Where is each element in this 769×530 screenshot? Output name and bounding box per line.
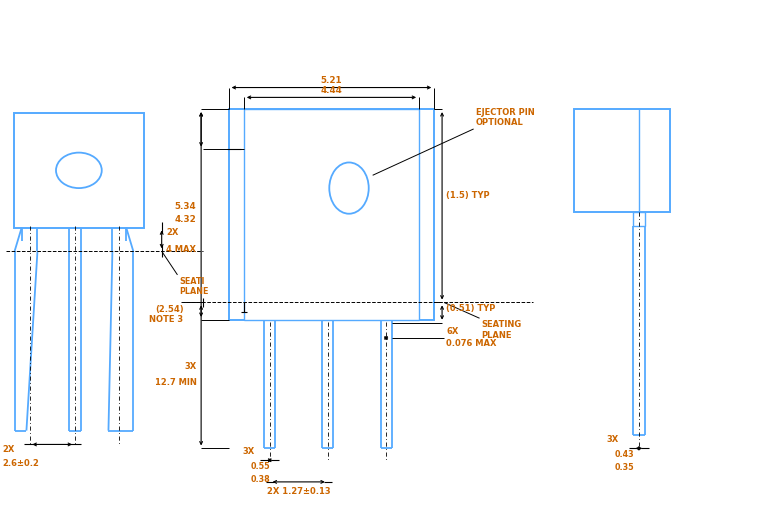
Text: 0.35: 0.35 bbox=[614, 463, 634, 472]
Text: 5.21: 5.21 bbox=[321, 76, 342, 85]
Text: 0.55: 0.55 bbox=[251, 462, 270, 471]
Text: 0.076 MAX: 0.076 MAX bbox=[446, 339, 497, 348]
Text: 2.6±0.2: 2.6±0.2 bbox=[2, 459, 39, 468]
Text: 3X: 3X bbox=[184, 363, 196, 372]
Text: 5.34: 5.34 bbox=[175, 201, 196, 210]
Text: 4.32: 4.32 bbox=[175, 215, 196, 224]
Text: SEATING
PLANE: SEATING PLANE bbox=[481, 320, 521, 340]
Text: 0.43: 0.43 bbox=[614, 450, 634, 460]
Text: 2X 1.27±0.13: 2X 1.27±0.13 bbox=[267, 487, 331, 496]
Text: 3X: 3X bbox=[607, 436, 619, 445]
Text: 12.7 MIN: 12.7 MIN bbox=[155, 378, 196, 387]
Text: 4.44: 4.44 bbox=[321, 86, 342, 95]
Text: 4 MAX: 4 MAX bbox=[166, 245, 196, 254]
Text: SEATI
PLANE: SEATI PLANE bbox=[179, 277, 209, 296]
Text: 2X: 2X bbox=[2, 445, 15, 454]
Bar bbox=[244, 109, 419, 320]
Text: 6X: 6X bbox=[446, 327, 458, 336]
Bar bbox=[14, 113, 144, 227]
Text: (0.51) TYP: (0.51) TYP bbox=[446, 304, 495, 313]
Text: 3X: 3X bbox=[242, 447, 255, 456]
Text: (2.54)
NOTE 3: (2.54) NOTE 3 bbox=[149, 305, 183, 324]
Bar bbox=[574, 109, 671, 212]
Bar bbox=[228, 109, 434, 320]
Text: EJECTOR PIN
OPTIONAL: EJECTOR PIN OPTIONAL bbox=[475, 108, 534, 127]
Bar bbox=[633, 212, 645, 226]
Text: (1.5) TYP: (1.5) TYP bbox=[446, 191, 490, 200]
Text: 2X: 2X bbox=[166, 228, 179, 237]
Text: 0.38: 0.38 bbox=[251, 475, 270, 484]
